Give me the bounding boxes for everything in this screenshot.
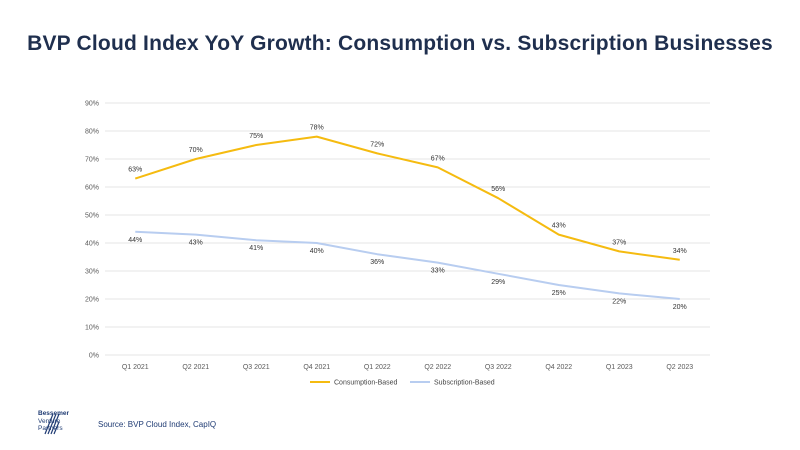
data-label: 43% [189,240,203,247]
x-axis: Q1 2021 Q2 2021 Q3 2021 Q4 2021 Q1 2022 Q2 20… [122,364,693,371]
line-chart: 0% 10% 20% 30% 40% 50% 60% 70% 80% 90% Q1 2021 Q2 … [85,101,710,387]
legend: Consumption-Based Subscription-Based [310,380,495,387]
data-label: 43% [552,223,566,230]
x-tick-label: Q4 2021 [303,364,330,371]
x-tick-label: Q2 2022 [424,364,451,371]
x-tick-label: Q1 2022 [364,364,391,371]
y-axis: 0% 10% 20% 30% 40% 50% 60% 70% 80% 90% [85,101,99,360]
y-tick-label: 90% [85,101,99,108]
series-line-consumption [134,135,680,261]
logo-wordmark: Bessemer Venture Partners [38,410,69,433]
y-tick-label: 60% [85,185,99,192]
logo-line-1: Bessemer [38,410,70,417]
y-tick-label: 20% [85,297,99,304]
data-label: 67% [431,155,445,162]
logo-line-2: Venture [38,417,61,425]
data-labels: 63% 70% 75% 78% 72% 67% 56% 43% 37% 34% 44% 43% 41% 4… [128,125,687,311]
legend-label: Consumption-Based [334,380,398,387]
series-line-subscription [135,230,680,300]
data-label: 44% [128,237,142,244]
x-tick-label: Q1 2023 [606,364,633,371]
data-label: 72% [370,141,384,148]
y-tick-label: 30% [85,269,99,276]
y-tick-label: 10% [85,325,99,332]
data-label: 22% [612,298,626,305]
x-tick-label: Q3 2021 [243,364,270,371]
series-lines [134,135,680,300]
data-label: 36% [370,259,384,266]
data-label: 20% [673,304,687,311]
x-tick-label: Q3 2022 [485,364,512,371]
data-label: 29% [491,279,505,286]
x-tick-label: Q1 2021 [122,364,149,371]
y-tick-label: 40% [85,241,99,248]
data-label: 56% [491,186,505,193]
gridlines [105,102,710,356]
x-tick-label: Q2 2021 [182,364,209,371]
data-label: 25% [552,290,566,297]
data-label: 33% [431,268,445,275]
data-label: 75% [249,133,263,140]
data-label: 40% [310,248,324,255]
data-label: 70% [189,147,203,154]
bessemer-logo-icon [44,413,60,435]
y-tick-label: 80% [85,129,99,136]
legend-label: Subscription-Based [434,380,495,387]
y-tick-label: 70% [85,157,99,164]
data-label: 63% [128,167,142,174]
data-label: 37% [612,239,626,246]
source-note: Source: BVP Cloud Index, CapIQ [98,420,217,429]
chart-title: BVP Cloud Index YoY Growth: Consumption … [27,32,773,55]
y-tick-label: 0% [89,353,99,360]
data-label: 34% [673,248,687,255]
logo-line-3: Partners [38,425,63,432]
data-label: 41% [249,245,263,252]
x-tick-label: Q2 2023 [666,364,693,371]
data-label: 78% [310,125,324,132]
y-tick-label: 50% [85,213,99,220]
x-tick-label: Q4 2022 [545,364,572,371]
